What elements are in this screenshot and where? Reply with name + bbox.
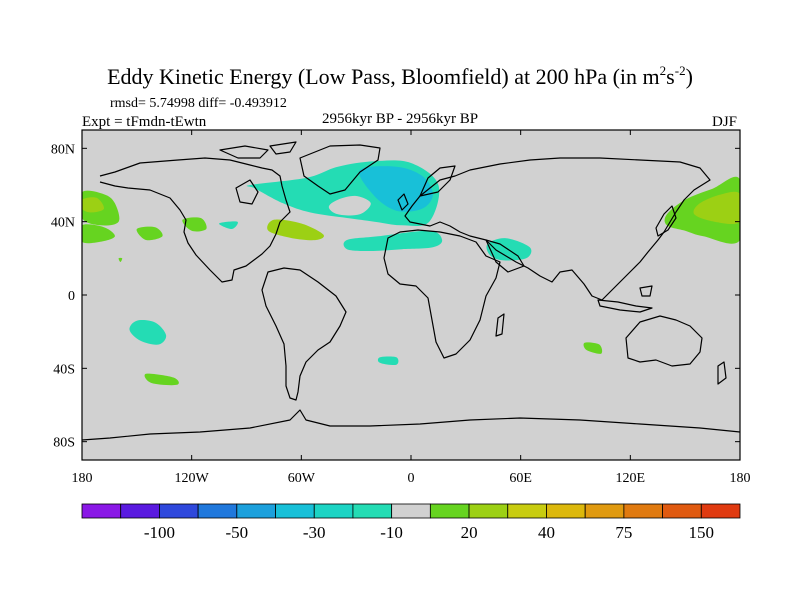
x-tick-label: 180 <box>730 471 751 486</box>
region-north-pacific-east-inner <box>82 197 104 213</box>
region-indian-ocean <box>583 342 603 354</box>
colorbar-label: -30 <box>303 523 326 542</box>
coast-madagascar <box>495 313 505 337</box>
colorbar-swatch <box>197 503 238 519</box>
experiment-label: Expt = tFmdn-tEwtn <box>82 114 207 130</box>
coast-africa <box>383 229 501 359</box>
coastlines <box>82 141 740 441</box>
coast-north-america <box>99 157 291 283</box>
colorbar-swatch <box>81 503 122 519</box>
colorbar-swatch <box>159 503 199 519</box>
colorbar-swatch <box>662 503 702 519</box>
colorbar-swatch <box>352 503 393 519</box>
region-mid-pacific <box>136 226 163 241</box>
stats-text: rmsd= 5.74998 diff= -0.493912 <box>110 96 287 111</box>
region-south-pacific-green <box>144 373 179 386</box>
colorbar-label: 75 <box>615 523 632 542</box>
x-tick-label: 60E <box>509 471 532 486</box>
colorbar-label: -100 <box>144 523 175 542</box>
colorbar-label: -10 <box>380 523 403 542</box>
x-tick-label: 60W <box>288 471 316 486</box>
region-south-pacific <box>129 320 167 345</box>
region-small-1 <box>219 221 238 230</box>
coast-south-america <box>261 267 347 401</box>
x-tick-label: 120W <box>175 471 210 486</box>
colorbar-swatch <box>468 503 509 519</box>
coast-hudson-bay <box>235 179 259 205</box>
region-east-pacific <box>182 217 207 232</box>
colorbar-label: 20 <box>461 523 478 542</box>
colorbar-swatch <box>584 503 625 519</box>
region-north-africa <box>343 230 443 251</box>
season-label: DJF <box>712 114 738 130</box>
y-tick-label: 40N <box>51 216 75 231</box>
region-small-2 <box>118 257 123 262</box>
colorbar-label: -50 <box>225 523 248 542</box>
y-tick-label: 40S <box>53 362 75 377</box>
coast-japan <box>655 205 677 237</box>
region-west-atlantic <box>267 219 324 241</box>
y-tick-label: 80S <box>53 436 75 451</box>
colorbar-swatch <box>507 503 547 519</box>
chart-title: Eddy Kinetic Energy (Low Pass, Bloomfiel… <box>107 63 693 89</box>
coast-british-isles <box>397 193 409 211</box>
x-tick-label: 120E <box>616 471 646 486</box>
y-tick-label: 80N <box>51 142 75 157</box>
colorbar-swatch <box>546 503 586 519</box>
region-pacific-band <box>82 224 115 244</box>
coast-greenland <box>299 144 381 195</box>
x-tick-label: 180 <box>72 471 93 486</box>
coast-indonesia <box>597 285 653 313</box>
coast-australia <box>625 315 703 367</box>
colorbar-label: 150 <box>689 523 715 542</box>
coast-arabia <box>485 239 525 273</box>
coast-scandinavia <box>419 165 456 197</box>
colorbar-swatch <box>236 503 276 519</box>
colorbar-swatch <box>120 503 160 519</box>
coast-antarctica <box>82 409 740 441</box>
colorbar-swatch <box>313 503 354 519</box>
x-tick-label: 0 <box>408 471 415 486</box>
y-tick-label: 0 <box>68 289 75 304</box>
colorbar-swatch <box>429 503 470 519</box>
colorbar-swatch <box>700 503 741 519</box>
period-label: 2956kyr BP - 2956kyr BP <box>322 111 479 127</box>
coast-new-zealand <box>717 361 727 385</box>
region-north-atlantic-hole <box>328 195 371 216</box>
coast-eurasia <box>404 157 711 301</box>
colorbar-label: 40 <box>538 523 555 542</box>
colorbar-swatch <box>391 503 431 519</box>
coast-arctic-islands <box>219 141 297 159</box>
region-north-pacific-west-inner <box>693 191 740 225</box>
region-south-atlantic <box>377 356 399 365</box>
colorbar-swatch <box>275 503 315 519</box>
colorbar-swatch <box>623 503 663 519</box>
region-north-atlantic-core <box>359 166 433 212</box>
